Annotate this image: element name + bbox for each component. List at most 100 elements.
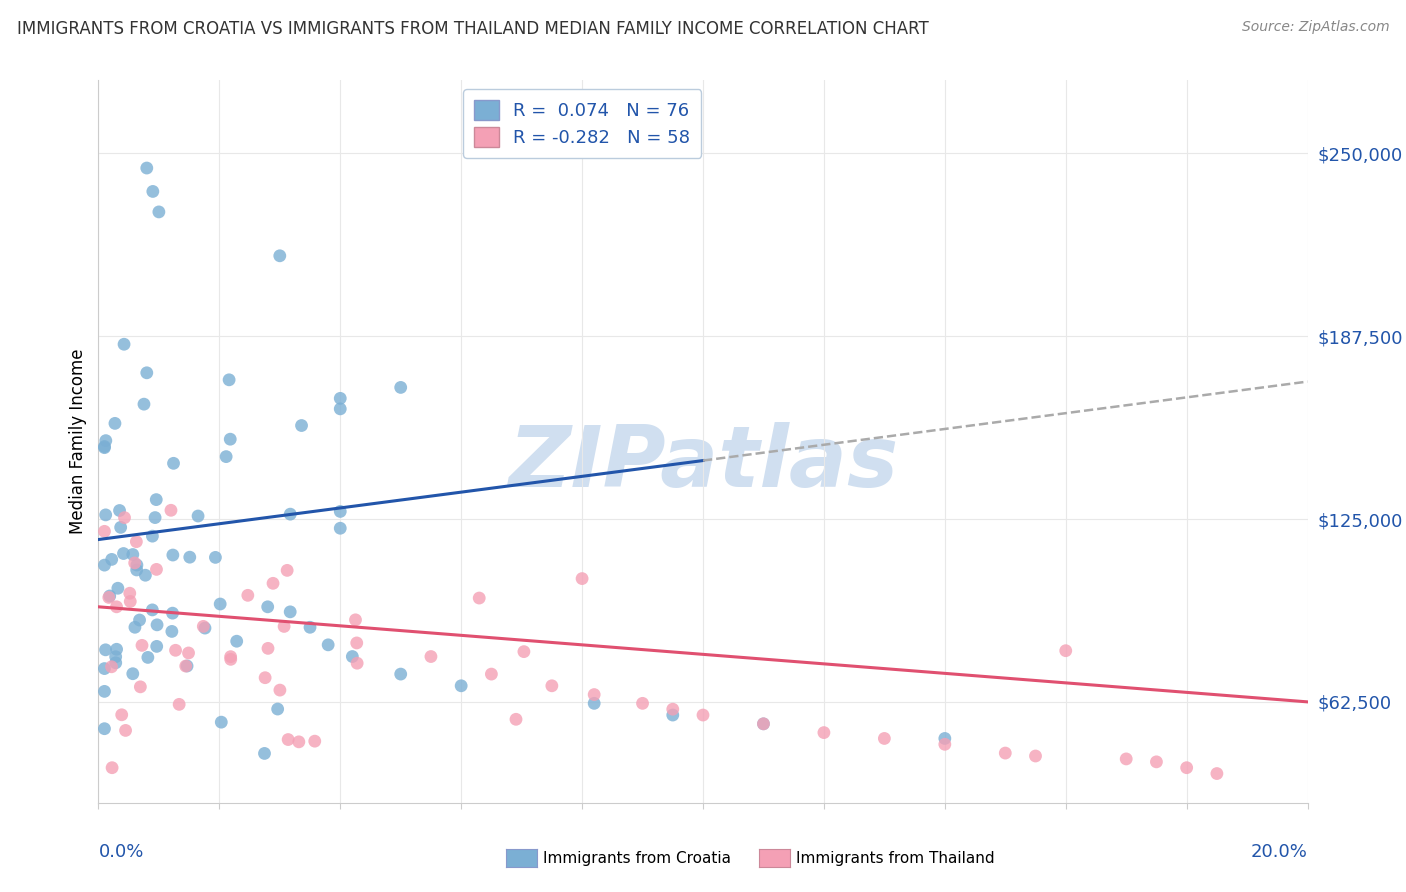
Point bbox=[114, 723, 136, 738]
Point bbox=[1144, 755, 1167, 769]
Point bbox=[108, 503, 131, 517]
Point bbox=[661, 702, 683, 716]
Point bbox=[93, 684, 115, 698]
Point bbox=[346, 656, 368, 670]
Point bbox=[98, 589, 121, 603]
Text: ZIPatlas: ZIPatlas bbox=[508, 422, 898, 505]
Text: IMMIGRANTS FROM CROATIA VS IMMIGRANTS FROM THAILAND MEDIAN FAMILY INCOME CORRELA: IMMIGRANTS FROM CROATIA VS IMMIGRANTS FR… bbox=[17, 20, 928, 37]
Point bbox=[316, 638, 339, 652]
Point bbox=[160, 503, 183, 517]
Point bbox=[114, 510, 136, 524]
Point bbox=[162, 606, 184, 620]
Point bbox=[104, 417, 127, 431]
Point bbox=[1175, 761, 1198, 775]
Point bbox=[167, 698, 190, 712]
Text: Source: ZipAtlas.com: Source: ZipAtlas.com bbox=[1241, 20, 1389, 34]
Point bbox=[94, 434, 117, 448]
Point bbox=[254, 671, 277, 685]
Point bbox=[162, 548, 184, 562]
Point bbox=[661, 708, 683, 723]
Point bbox=[225, 634, 247, 648]
Y-axis label: Median Family Income: Median Family Income bbox=[69, 349, 87, 534]
Point bbox=[344, 613, 367, 627]
Point bbox=[219, 649, 242, 664]
Point bbox=[93, 558, 115, 573]
Point bbox=[276, 563, 298, 577]
Point bbox=[105, 642, 128, 657]
Point bbox=[342, 649, 364, 664]
Point bbox=[215, 450, 238, 464]
Point bbox=[177, 646, 200, 660]
Text: 20.0%: 20.0% bbox=[1251, 843, 1308, 861]
Point bbox=[131, 639, 153, 653]
Point bbox=[104, 649, 127, 664]
Point bbox=[165, 643, 187, 657]
Point bbox=[583, 688, 606, 702]
Point bbox=[97, 591, 120, 605]
Legend: R =  0.074   N = 76, R = -0.282   N = 58: R = 0.074 N = 76, R = -0.282 N = 58 bbox=[463, 89, 702, 158]
Point bbox=[540, 679, 562, 693]
Point bbox=[571, 572, 593, 586]
Point bbox=[236, 588, 259, 602]
Text: 0.0%: 0.0% bbox=[98, 843, 143, 861]
Point bbox=[118, 586, 141, 600]
Point bbox=[112, 547, 135, 561]
Point bbox=[145, 492, 167, 507]
Point bbox=[134, 568, 156, 582]
Point bbox=[389, 380, 412, 394]
Point bbox=[112, 337, 135, 351]
Point bbox=[813, 725, 835, 739]
Point bbox=[135, 366, 157, 380]
Point bbox=[692, 708, 714, 723]
Point bbox=[128, 613, 150, 627]
Point bbox=[135, 161, 157, 175]
Point bbox=[193, 619, 215, 633]
Point bbox=[269, 249, 291, 263]
Point bbox=[121, 548, 143, 562]
Point bbox=[278, 605, 301, 619]
Point bbox=[209, 715, 232, 730]
Point bbox=[253, 747, 276, 761]
Point bbox=[468, 591, 491, 605]
Point bbox=[269, 683, 291, 698]
Point bbox=[1115, 752, 1137, 766]
Point bbox=[100, 660, 122, 674]
Point bbox=[110, 520, 132, 534]
Point bbox=[100, 552, 122, 566]
Point bbox=[105, 599, 128, 614]
Point bbox=[93, 662, 115, 676]
Point bbox=[145, 562, 167, 576]
Point bbox=[143, 510, 166, 524]
Point bbox=[142, 185, 165, 199]
Point bbox=[107, 581, 129, 595]
Point bbox=[209, 597, 232, 611]
Point bbox=[120, 594, 142, 608]
Point bbox=[934, 737, 956, 751]
Point bbox=[290, 418, 312, 433]
Point bbox=[141, 603, 163, 617]
Point bbox=[141, 529, 163, 543]
Point bbox=[304, 734, 326, 748]
Point bbox=[104, 656, 127, 670]
Point bbox=[176, 659, 198, 673]
Point bbox=[583, 697, 606, 711]
Point bbox=[179, 550, 201, 565]
Point bbox=[132, 397, 155, 411]
Point bbox=[752, 716, 775, 731]
Text: Immigrants from Thailand: Immigrants from Thailand bbox=[796, 851, 994, 865]
Point bbox=[346, 636, 368, 650]
Point bbox=[93, 441, 115, 455]
Point bbox=[93, 524, 115, 539]
Point bbox=[752, 716, 775, 731]
Point bbox=[288, 735, 311, 749]
Point bbox=[256, 599, 278, 614]
Point bbox=[148, 205, 170, 219]
Point bbox=[121, 666, 143, 681]
Point bbox=[101, 761, 124, 775]
Point bbox=[934, 731, 956, 746]
Point bbox=[218, 373, 240, 387]
Point bbox=[125, 558, 148, 572]
Point bbox=[420, 649, 443, 664]
Point bbox=[124, 556, 146, 570]
Point bbox=[329, 521, 352, 535]
